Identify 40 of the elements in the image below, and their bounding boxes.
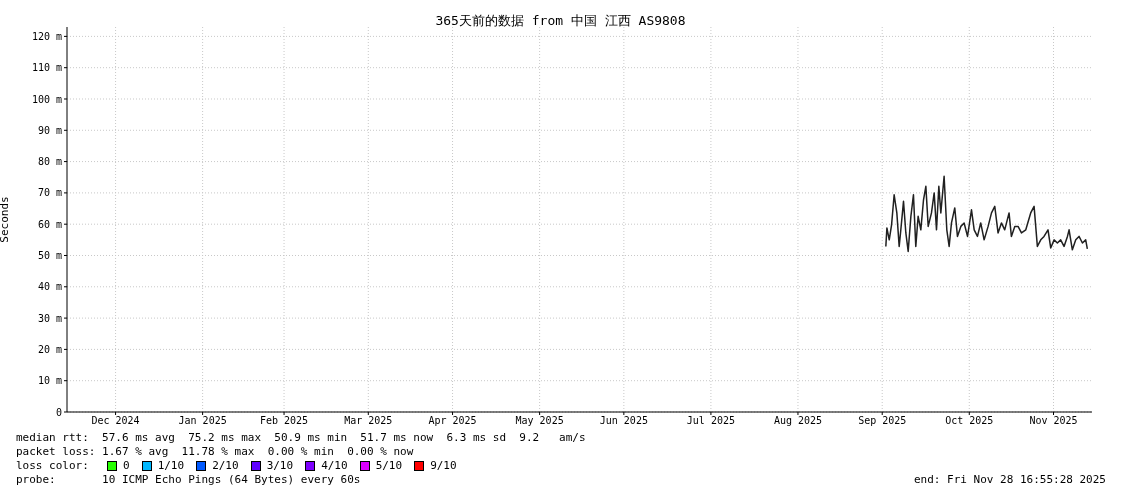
- y-tick-label: 60 m: [37, 218, 62, 230]
- y-tick-label: 80 m: [37, 156, 62, 168]
- y-tick-label: 30 m: [37, 312, 62, 324]
- y-tick-label: 110 m: [31, 62, 62, 74]
- x-tick-label: Jul 2025: [686, 415, 735, 427]
- text: median rtt: 57.6 ms avg 75.2 ms max 50.9 ms min 51.7 ms now 6.3 ms sd 9.2 am/s: [16, 431, 587, 445]
- x-tick-label: Aug 2025: [773, 415, 823, 427]
- legend-label: 3/10: [266, 459, 294, 473]
- legend-label: 2/10: [212, 459, 239, 473]
- y-tick-label: 70 m: [37, 187, 62, 199]
- line-series: [885, 175, 1089, 253]
- y-tick-label: 40 m: [37, 281, 62, 293]
- legend-label: 4/10: [321, 459, 348, 473]
- y-tick-label: 100 m: [31, 93, 62, 105]
- x-tick-label: May 2025: [515, 415, 564, 427]
- y-axis-title: Seconds: [0, 196, 11, 243]
- chart-title: 365天前的数据 from 中国 江西 AS9808: [434, 12, 687, 30]
- text: end: Fri Nov 28 16:55:28 2025: [913, 473, 1106, 487]
- x-tick-label: Mar 2025: [344, 415, 393, 427]
- legend-title: loss color:: [16, 459, 90, 473]
- x-tick-label: Jan 2025: [178, 415, 227, 427]
- x-tick-label: Jun 2025: [599, 415, 648, 427]
- legend-label: 1/10: [157, 459, 185, 473]
- x-tick-label: Nov 2025: [1029, 415, 1078, 427]
- legend-label: 5/10: [375, 459, 403, 473]
- text: packet loss: 1.67 % avg 11.78 % max 0.00 % min 0.00 % now: [16, 445, 415, 459]
- x-tick-label: Feb 2025: [259, 415, 309, 427]
- x-tick-label: Sep 2025: [858, 415, 907, 427]
- x-tick-label: Apr 2025: [428, 415, 477, 427]
- legend-label: 9/10: [430, 459, 457, 473]
- x-tick-label: Dec 2024: [91, 415, 140, 427]
- y-tick-label: 10 m: [37, 375, 62, 387]
- text: probe: 10 ICMP Echo Pings (64 Bytes) every 60s: [16, 473, 361, 487]
- y-tick-label: 20 m: [37, 343, 62, 355]
- y-tick-label: 120 m: [31, 30, 62, 42]
- legend-label: 0: [123, 459, 130, 473]
- y-tick-label: 90 m: [37, 124, 62, 136]
- x-tick-label: Oct 2025: [945, 415, 994, 427]
- y-tick-label: 0: [55, 406, 62, 418]
- y-tick-label: 50 m: [37, 250, 62, 262]
